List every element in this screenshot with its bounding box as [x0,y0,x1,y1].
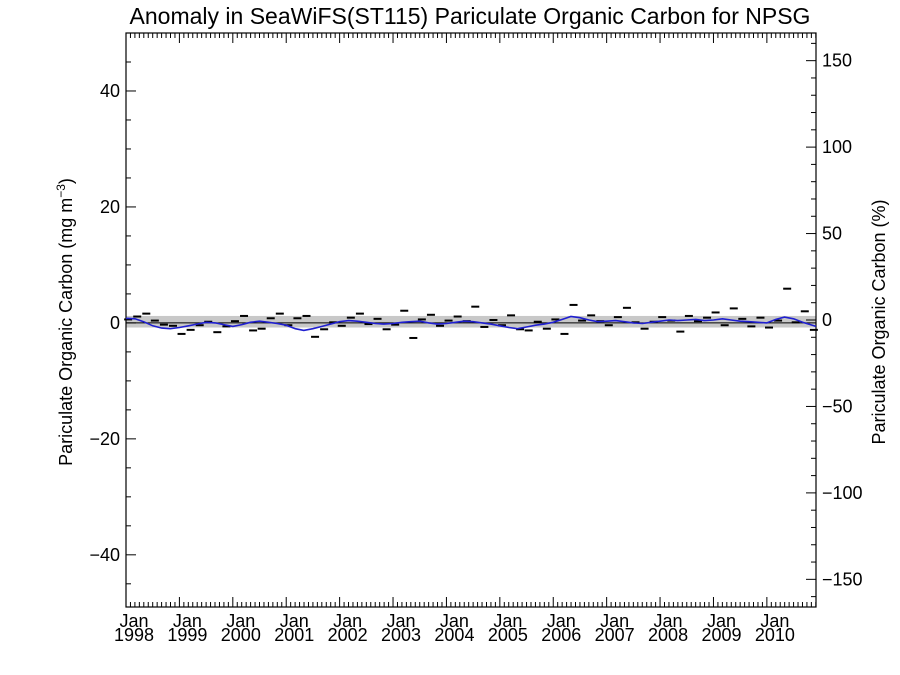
x-tick-month-label: Jan [547,611,576,631]
x-tick-month-label: Jan [760,611,789,631]
x-tick-year-label: 2005 [488,625,528,645]
y-left-tick-label: 40 [100,81,120,101]
x-tick-month-label: Jan [173,611,202,631]
y-left-tick-label: 20 [100,197,120,217]
x-tick-year-label: 2003 [381,625,421,645]
running-mean-line [125,315,817,332]
x-tick-year-label: 2002 [328,625,368,645]
y-left-tick-label: 0 [110,313,120,333]
x-tick-month-label: Jan [707,611,736,631]
plot-area: −40−2002040−150−100−50050100150Jan1998Ja… [89,32,863,645]
x-tick-year-label: 2006 [541,625,581,645]
y-right-tick-label: −100 [822,483,863,503]
y-right-tick-label: −50 [822,396,853,416]
x-tick-month-label: Jan [280,611,309,631]
x-tick-month-label: Jan [600,611,629,631]
chart-title: Anomaly in SeaWiFS(ST115) Pariculate Org… [130,3,811,29]
x-tick-year-label: 2008 [648,625,688,645]
x-tick-year-label: 2004 [434,625,474,645]
x-tick-year-label: 2009 [701,625,741,645]
x-tick-year-label: 2010 [755,625,795,645]
y-right-tick-label: 150 [822,51,852,71]
y-axis-left-label: Pariculate Organic Carbon (mg m−3) [54,178,76,466]
y-right-tick-label: 50 [822,224,842,244]
x-tick-year-label: 2007 [595,625,635,645]
x-tick-month-label: Jan [226,611,255,631]
x-tick-month-label: Jan [440,611,469,631]
y-left-tick-label: −20 [89,429,120,449]
x-tick-month-label: Jan [119,611,148,631]
x-tick-year-label: 2001 [274,625,314,645]
x-tick-year-label: 1999 [167,625,207,645]
y-left-tick-label: −40 [89,545,120,565]
x-tick-year-label: 1998 [114,625,154,645]
y-right-tick-label: 0 [822,310,832,330]
x-tick-month-label: Jan [654,611,683,631]
y-right-tick-label: 100 [822,137,852,157]
x-tick-month-label: Jan [333,611,362,631]
y-axis-right-label: Pariculate Organic Carbon (%) [869,199,889,444]
y-right-tick-label: −150 [822,569,863,589]
x-tick-month-label: Jan [387,611,416,631]
x-tick-month-label: Jan [493,611,522,631]
x-tick-year-label: 2000 [221,625,261,645]
